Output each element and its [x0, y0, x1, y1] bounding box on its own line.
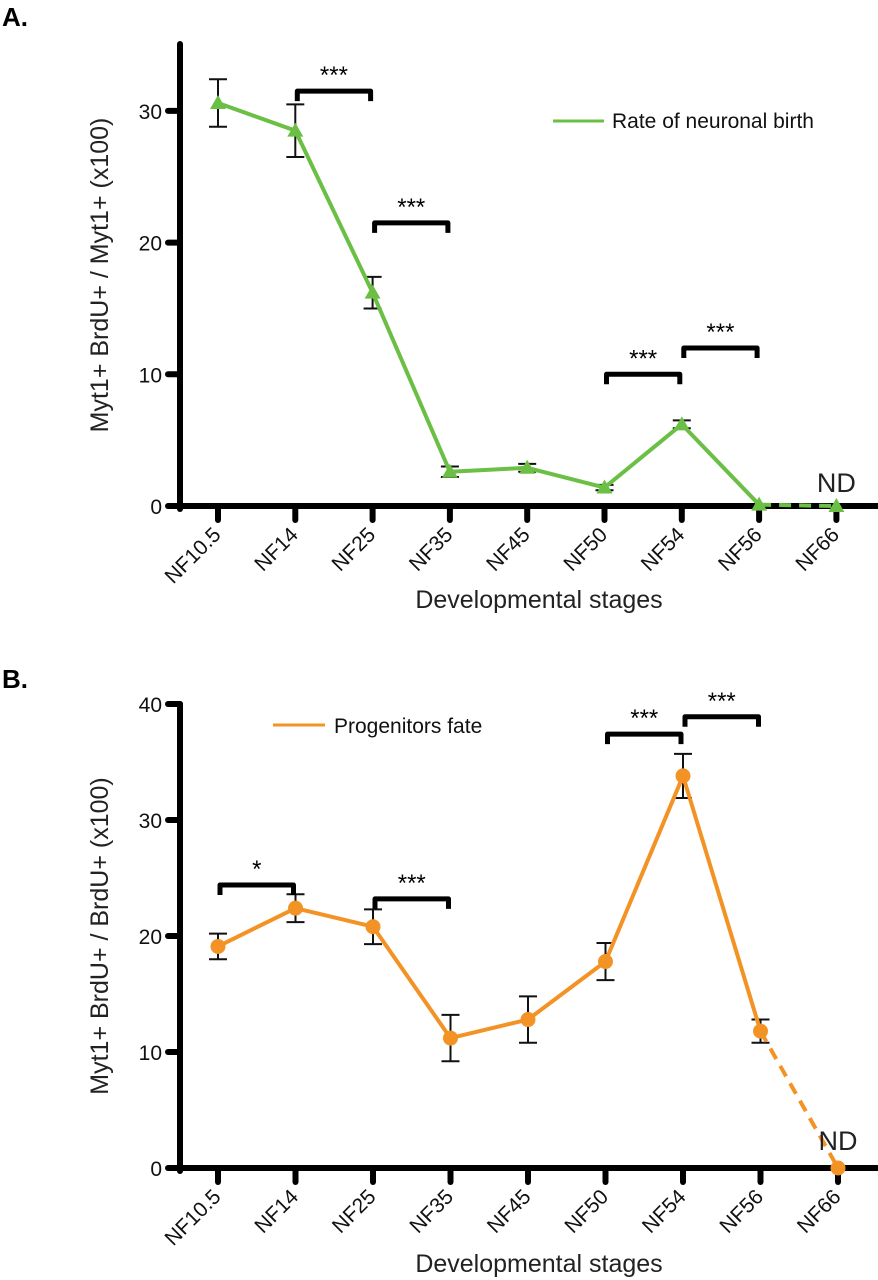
series-segment: [603, 422, 684, 490]
x-tick-label: NF14: [250, 1185, 303, 1238]
series-segment: [449, 465, 528, 474]
data-point: [441, 463, 458, 478]
data-point: [673, 416, 690, 431]
x-tick-label: NF50: [560, 1185, 613, 1238]
data-point: [675, 768, 691, 784]
significance-bracket: [604, 371, 683, 385]
x-tick-label: NF25: [328, 1185, 381, 1238]
significance-bracket: [372, 896, 451, 909]
data-point: [210, 94, 226, 109]
significance-bracket: [682, 714, 761, 727]
significance-label: ***: [398, 870, 426, 897]
x-tick-label: NF56: [714, 523, 767, 576]
nd-annotation: ND: [819, 1126, 858, 1156]
y-tick-label: 20: [139, 926, 162, 949]
data-point: [828, 498, 845, 512]
data-point: [598, 954, 613, 970]
x-tick-label: NF10.5: [161, 523, 226, 588]
y-tick-label: 30: [139, 101, 162, 124]
significance-label: ***: [630, 705, 658, 732]
panel-label: A.: [2, 2, 28, 32]
panel-label: B.: [2, 664, 28, 694]
significance-label: ***: [397, 194, 425, 221]
data-point: [751, 496, 768, 511]
significance-label: *: [252, 856, 261, 883]
significance-bracket: [217, 882, 296, 895]
y-tick-label: 0: [150, 496, 162, 519]
y-tick-label: 0: [150, 1158, 162, 1181]
significance-label: ***: [708, 688, 736, 715]
y-tick-label: 10: [139, 364, 162, 387]
series-segment: [217, 101, 296, 133]
significance-bracket: [372, 220, 451, 233]
series-segment: [681, 775, 763, 1032]
data-point: [753, 1023, 768, 1039]
series-segment: [295, 906, 374, 929]
data-point: [443, 1030, 458, 1046]
x-tick-label: NF54: [638, 1185, 691, 1238]
x-tick-label: NF66: [793, 1185, 846, 1238]
y-axis-title: Myt1+ BrdU+ / BrdU+ (x100): [86, 777, 114, 1094]
x-tick-label: NF45: [483, 1185, 536, 1238]
x-tick-label: NF66: [791, 523, 844, 576]
series-segment-dashed: [759, 502, 837, 508]
data-point: [288, 900, 303, 916]
significance-bracket: [605, 731, 684, 745]
x-axis-title: Developmental stages: [415, 586, 662, 614]
significance-bracket: [294, 88, 374, 102]
y-axis-title: Myt1+ BrdU+ / Myt1+ (x100): [86, 118, 114, 433]
x-tick-label: NF14: [250, 523, 303, 576]
series-segment: [217, 906, 297, 949]
chart-panel-a: A. 0 10 20 30 NF10.5 NF14 NF25 NF35 NF45 NF50 NF54 N…: [2, 2, 878, 614]
data-point: [287, 122, 304, 137]
series-segment: [526, 465, 605, 490]
chart-panel-b: B. 0 10 20 30 40 NF10.5 NF14 NF25 NF35 NF45 NF50 NF5…: [2, 664, 878, 1278]
legend-label: Progenitors fate: [334, 715, 482, 738]
series-segment: [370, 291, 452, 473]
series-segment-dashed: [758, 1030, 840, 1169]
legend-label: Rate of neuronal birth: [612, 110, 814, 133]
series-segment: [293, 129, 375, 294]
y-tick-label: 30: [139, 810, 162, 833]
x-tick-label: NF50: [559, 523, 612, 576]
data-point: [364, 284, 381, 299]
series-segment: [450, 1017, 529, 1041]
x-tick-label: NF56: [715, 1185, 768, 1238]
series-segment: [680, 422, 761, 507]
data-point: [519, 459, 536, 474]
series-segment: [603, 775, 685, 963]
data-point: [210, 938, 226, 954]
y-tick-label: 20: [139, 233, 162, 256]
x-tick-label: NF25: [328, 523, 381, 576]
data-point: [830, 1160, 846, 1176]
data-point: [520, 1012, 536, 1028]
x-axis-title: Developmental stages: [415, 1250, 662, 1278]
y-tick-label: 10: [139, 1042, 162, 1065]
series-segment: [371, 925, 453, 1040]
x-tick-label: NF54: [637, 523, 690, 576]
significance-label: ***: [320, 62, 348, 89]
x-tick-label: NF35: [405, 523, 458, 576]
x-tick-label: NF35: [405, 1185, 458, 1238]
x-tick-label: NF45: [482, 523, 535, 576]
significance-bracket: [681, 345, 760, 358]
data-point: [596, 479, 613, 494]
y-tick-label: 40: [139, 694, 162, 717]
significance-label: ***: [629, 345, 657, 372]
series-segment: [526, 959, 607, 1022]
data-point: [365, 919, 381, 935]
nd-annotation: ND: [817, 468, 856, 498]
x-tick-label: NF10.5: [161, 1185, 226, 1250]
significance-label: ***: [706, 319, 734, 346]
